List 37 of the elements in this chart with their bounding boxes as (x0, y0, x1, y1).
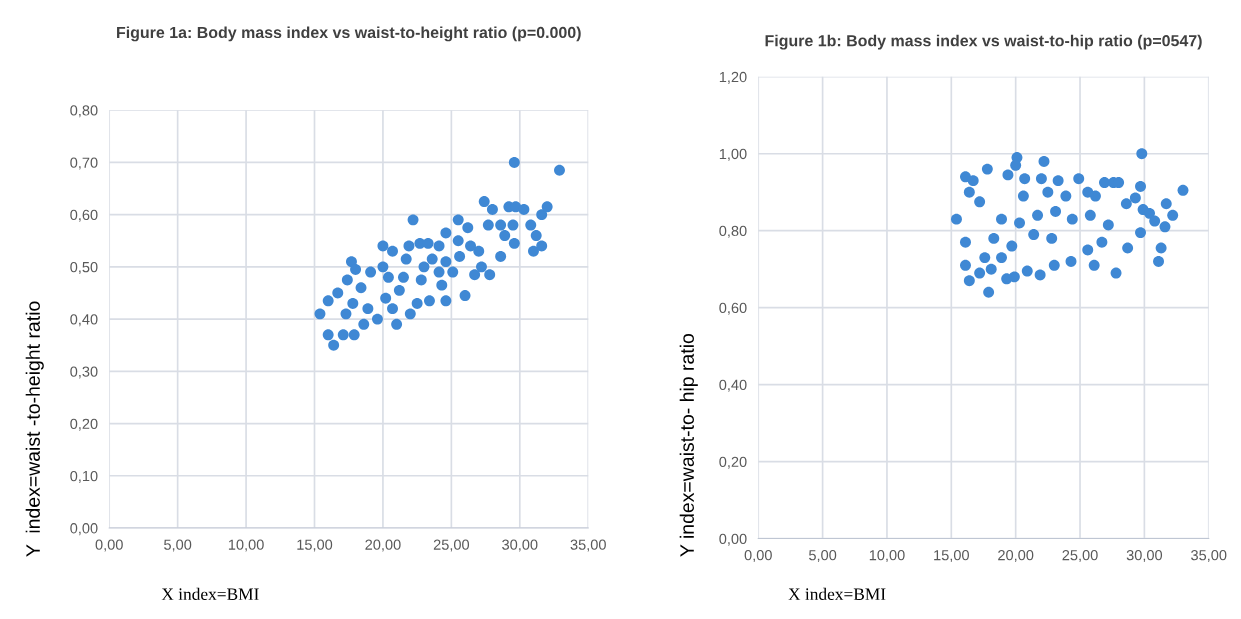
x-axis-title: X index=BMI (788, 587, 886, 600)
x-tick-label: 25,00 (1062, 550, 1098, 563)
chart-title: Figure 1b: Body mass index vs waist-to-hip ratio (p=0547) (765, 34, 1202, 50)
x-tick-label: 15,00 (934, 550, 969, 563)
y-tick-label: 0,80 (70, 105, 98, 118)
y-tick-label: 0,10 (70, 470, 98, 483)
y-tick-label: 0,20 (70, 418, 98, 431)
y-tick-label: 0,40 (719, 379, 747, 392)
x-tick-label: 10,00 (228, 539, 264, 552)
y-tick-label: 1,20 (719, 71, 747, 84)
x-tick-label: 0,00 (95, 539, 123, 552)
x-tick-label: 0,00 (744, 550, 772, 563)
x-tick-label: 10,00 (869, 550, 905, 563)
x-tick-label: 35,00 (1191, 550, 1227, 563)
y-tick-label: 0,60 (70, 209, 98, 222)
y-axis-title: Y index=waist -to-height ratio (25, 301, 44, 557)
y-tick-label: 0,70 (70, 157, 98, 170)
y-tick-label: 1,00 (719, 148, 747, 161)
x-tick-label: 5,00 (164, 539, 192, 552)
x-tick-label: 35,00 (570, 539, 606, 552)
y-tick-label: 0,20 (719, 456, 747, 469)
y-tick-label: 0,80 (719, 225, 747, 238)
x-tick-label: 5,00 (809, 550, 837, 563)
x-tick-label: 20,00 (365, 539, 401, 552)
y-tick-label: 0,00 (70, 523, 98, 536)
y-tick-label: 0,30 (70, 366, 98, 379)
y-axis-title: Y index=waist-to- hip ratio (679, 334, 698, 557)
y-tick-label: 0,60 (719, 302, 747, 315)
x-tick-label: 30,00 (1126, 550, 1163, 563)
x-tick-label: 15,00 (297, 539, 333, 552)
y-tick-label: 0,40 (70, 314, 98, 327)
x-axis-title: X index=BMI (161, 587, 259, 600)
x-tick-label: 30,00 (502, 539, 538, 552)
chart-title: Figure 1a: Body mass index vs waist-to-height ratio (p=0.000) (117, 26, 581, 42)
x-tick-label: 25,00 (433, 539, 470, 552)
x-tick-label: 20,00 (998, 550, 1034, 563)
y-tick-label: 0,50 (70, 261, 98, 275)
